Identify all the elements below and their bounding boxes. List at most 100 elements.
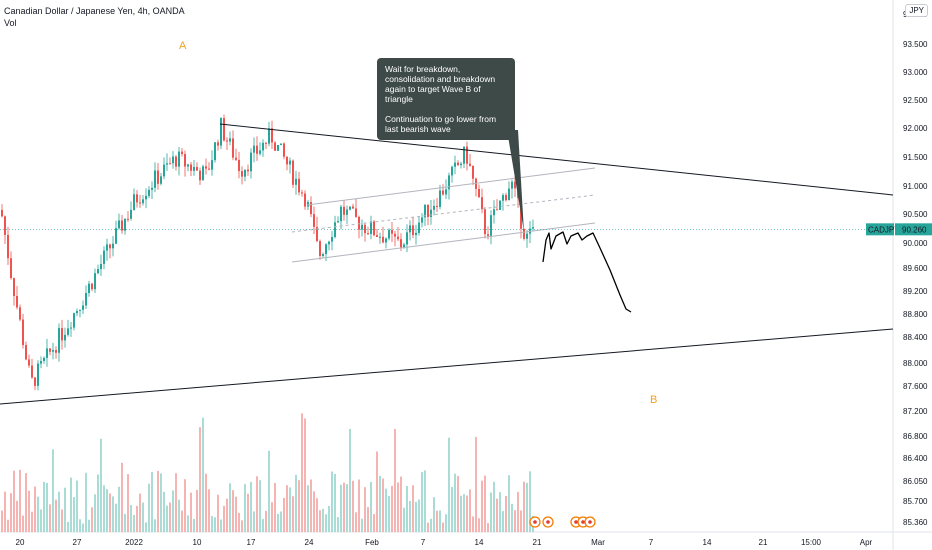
candle-body <box>100 263 102 270</box>
candle-body <box>352 206 354 209</box>
volume-bar <box>514 510 516 532</box>
volume-bar <box>232 490 234 532</box>
volume-bar <box>196 489 198 532</box>
volume-bar <box>157 470 159 532</box>
candle-body <box>61 328 63 341</box>
volume-bar <box>442 522 444 532</box>
volume-bar <box>421 472 423 532</box>
candle-body <box>112 243 114 249</box>
volume-bar <box>286 485 288 532</box>
volume-bar <box>481 480 483 532</box>
candle-body <box>427 204 429 217</box>
channel-lower-line <box>291 222 596 263</box>
candle-body <box>79 309 81 311</box>
candle-body <box>28 359 30 366</box>
candle-body <box>25 345 27 360</box>
volume-bar <box>346 484 348 532</box>
currency-tag[interactable]: JPY <box>905 4 928 17</box>
volume-bar <box>370 482 372 532</box>
candle-body <box>334 222 336 238</box>
volume-bar <box>151 471 153 532</box>
projection-path <box>542 231 632 313</box>
volume-bar <box>67 521 69 532</box>
volume-bar <box>4 491 6 532</box>
x-tick-label: Mar <box>591 538 605 547</box>
volume-bar <box>208 489 210 532</box>
volume-bar <box>103 485 105 532</box>
candle-body <box>460 163 462 166</box>
volume-bar <box>469 489 471 532</box>
candle-body <box>289 160 291 165</box>
candle-body <box>505 195 507 201</box>
volume-bar <box>508 475 510 532</box>
volume-bar <box>499 492 501 532</box>
candle-body <box>319 241 321 256</box>
candle-body <box>409 225 411 233</box>
candle-body <box>217 142 219 146</box>
candle-body <box>34 377 36 386</box>
volume-bar <box>433 497 435 532</box>
volume-bar <box>364 487 366 532</box>
candle-body <box>82 305 84 310</box>
candle-body <box>388 229 390 239</box>
candle-body <box>22 319 24 346</box>
candle-body <box>199 170 201 181</box>
volume-bar <box>76 480 78 532</box>
x-tick-label: 21 <box>533 538 542 547</box>
y-tick-label: 88.400 <box>903 333 928 342</box>
volume-bar <box>529 471 531 532</box>
volume-bar <box>178 499 180 532</box>
candle-body <box>49 348 51 352</box>
volume-bar <box>109 493 111 532</box>
volume-bar <box>337 517 339 532</box>
volume-bar <box>382 478 384 532</box>
volume-bar <box>334 473 336 532</box>
candle-body <box>421 217 423 223</box>
candle-body <box>184 154 186 167</box>
volume-bar <box>172 490 174 532</box>
candle-body <box>124 218 126 231</box>
x-tick-label: 15:00 <box>801 538 822 547</box>
event-marker-dot <box>588 520 592 524</box>
volume-bar <box>388 495 390 532</box>
candle-body <box>307 202 309 207</box>
x-tick-label: 14 <box>703 538 712 547</box>
volume-bar <box>82 523 84 532</box>
volume-bar <box>202 417 204 532</box>
volume-bar <box>199 427 201 532</box>
volume-bar <box>394 428 396 532</box>
candle-body <box>382 236 384 243</box>
candle-body <box>187 164 189 167</box>
volume-bar <box>58 491 60 532</box>
candle-body <box>496 209 498 211</box>
candle-body <box>292 160 294 185</box>
y-tick-label: 89.600 <box>903 264 928 273</box>
volume-bar <box>409 500 411 532</box>
candle-body <box>121 220 123 231</box>
volume-bar <box>94 494 96 532</box>
candle-body <box>367 233 369 235</box>
candle-body <box>385 238 387 243</box>
volume-bar <box>463 494 465 532</box>
candle-body <box>430 209 432 217</box>
volume-bar <box>46 482 48 532</box>
volume-bar <box>250 481 252 532</box>
volume-bar <box>448 437 450 532</box>
volume-bar <box>340 484 342 532</box>
volume-bar <box>397 482 399 532</box>
volume-bar <box>277 513 279 532</box>
candle-body <box>76 310 78 314</box>
candle-body <box>340 206 342 222</box>
volume-bar <box>223 505 225 532</box>
volume-bar <box>70 477 72 532</box>
candle-body <box>508 188 510 201</box>
x-tick-label: Feb <box>365 538 379 547</box>
candle-body <box>247 169 249 172</box>
event-marker-dot <box>574 520 578 524</box>
volume-bar <box>493 481 495 532</box>
candle-body <box>4 216 6 235</box>
candle-body <box>106 244 108 251</box>
volume-bar <box>376 451 378 532</box>
wave-label-b: B <box>650 394 658 406</box>
candle-body <box>499 200 501 210</box>
